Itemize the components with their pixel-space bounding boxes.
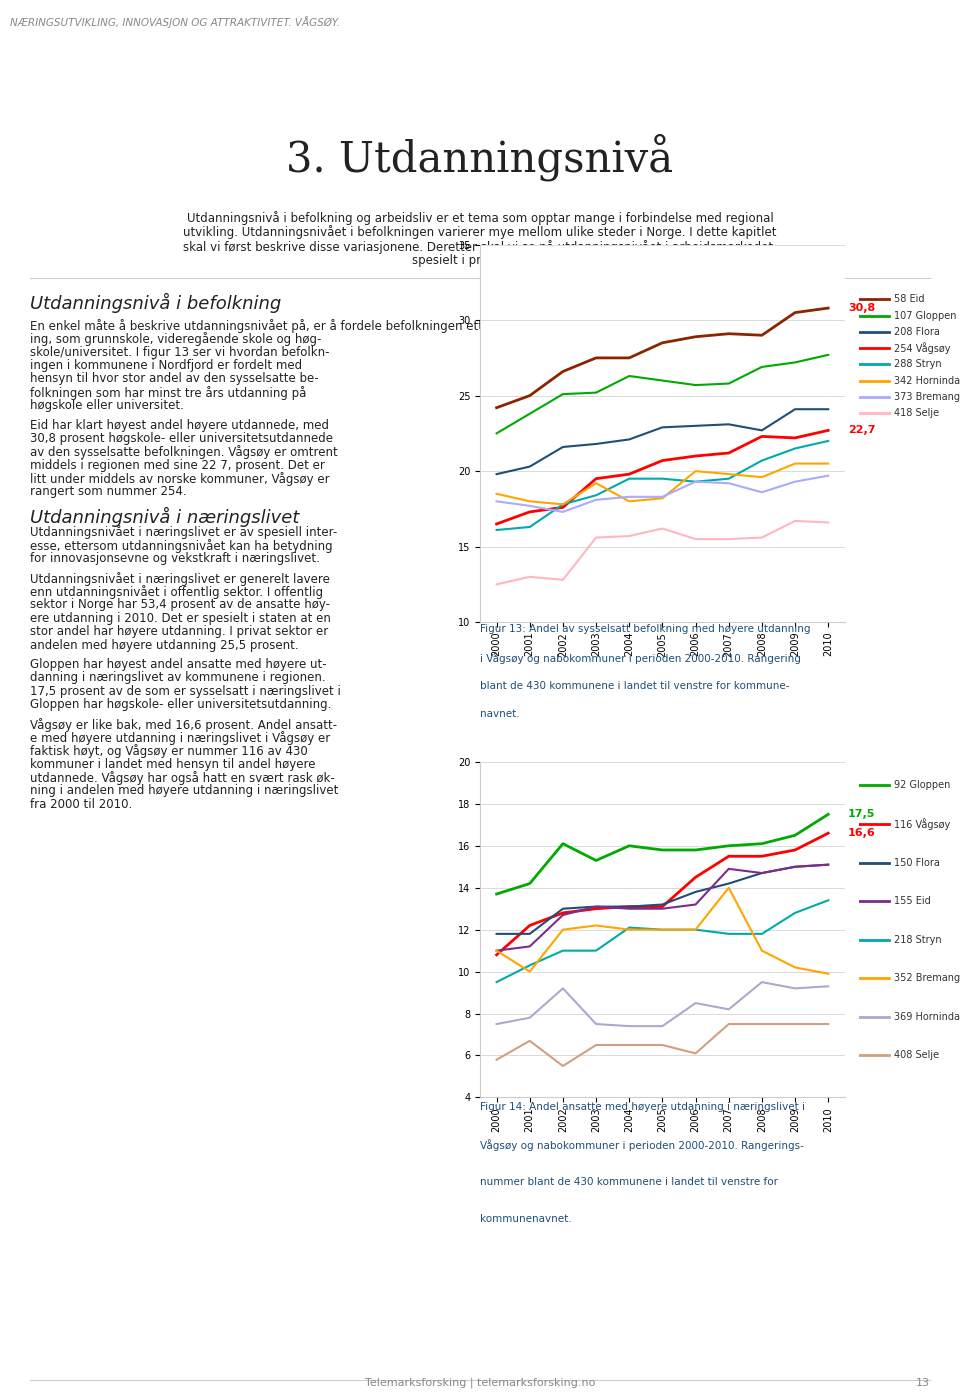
Text: spesielt i privat sektor.: spesielt i privat sektor.	[413, 254, 547, 267]
Text: 150 Flora: 150 Flora	[895, 857, 941, 868]
Text: 16,6: 16,6	[848, 828, 876, 839]
Text: danning i næringslivet av kommunene i regionen.: danning i næringslivet av kommunene i re…	[30, 671, 325, 685]
Text: 288 Stryn: 288 Stryn	[895, 359, 942, 369]
Text: Utdanningsnivå i befolkning og arbeidsliv er et tema som opptar mange i forbinde: Utdanningsnivå i befolkning og arbeidsli…	[186, 211, 774, 225]
Text: Utdanningsnivå i næringslivet: Utdanningsnivå i næringslivet	[30, 507, 300, 527]
Text: ingen i kommunene i Nordfjord er fordelt med: ingen i kommunene i Nordfjord er fordelt…	[30, 359, 302, 372]
Text: Gloppen har høyest andel ansatte med høyere ut-: Gloppen har høyest andel ansatte med høy…	[30, 658, 326, 671]
Text: ere utdanning i 2010. Det er spesielt i staten at en: ere utdanning i 2010. Det er spesielt i …	[30, 612, 331, 625]
Text: 22,7: 22,7	[848, 425, 876, 435]
Text: skole/universitet. I figur 13 ser vi hvordan befolkn-: skole/universitet. I figur 13 ser vi hvo…	[30, 345, 329, 359]
Text: 408 Selje: 408 Selje	[895, 1050, 940, 1061]
Text: fra 2000 til 2010.: fra 2000 til 2010.	[30, 798, 132, 811]
Text: Figur 14: Andel ansatte med høyere utdanning i næringslivet i: Figur 14: Andel ansatte med høyere utdan…	[480, 1102, 805, 1111]
Text: utvikling. Utdanningsnivået i befolkningen varierer mye mellom ulike steder i No: utvikling. Utdanningsnivået i befolkning…	[183, 225, 777, 239]
Text: 155 Eid: 155 Eid	[895, 896, 931, 906]
Text: Gloppen har høgskole- eller universitetsutdanning.: Gloppen har høgskole- eller universitets…	[30, 698, 331, 712]
Text: rangert som nummer 254.: rangert som nummer 254.	[30, 485, 186, 499]
Text: e med høyere utdanning i næringslivet i Vågsøy er: e med høyere utdanning i næringslivet i …	[30, 731, 330, 745]
Text: 30,8: 30,8	[848, 303, 876, 313]
Text: folkningen som har minst tre års utdanning på: folkningen som har minst tre års utdanni…	[30, 386, 306, 400]
Text: blant de 430 kommunene i landet til venstre for kommune-: blant de 430 kommunene i landet til vens…	[480, 681, 789, 691]
Text: Vågsøy og nabokommuner i perioden 2000-2010. Rangerings-: Vågsøy og nabokommuner i perioden 2000-2…	[480, 1139, 804, 1151]
Text: stor andel har høyere utdanning. I privat sektor er: stor andel har høyere utdanning. I priva…	[30, 625, 328, 637]
Text: 418 Selje: 418 Selje	[895, 408, 940, 418]
Text: 13: 13	[916, 1377, 930, 1388]
Text: 17,5: 17,5	[848, 809, 876, 819]
Text: av den sysselsatte befolkningen. Vågsøy er omtrent: av den sysselsatte befolkningen. Vågsøy …	[30, 446, 338, 460]
Text: 3. Utdanningsnivå: 3. Utdanningsnivå	[286, 134, 674, 182]
Text: Figur 13: Andel av sysselsatt befolkning med høyere utdanning: Figur 13: Andel av sysselsatt befolkning…	[480, 624, 810, 633]
Text: 254 Vågsøy: 254 Vågsøy	[895, 343, 951, 354]
Text: 116 Vågsøy: 116 Vågsøy	[895, 818, 950, 830]
Text: for innovasjonsevne og vekstkraft i næringslivet.: for innovasjonsevne og vekstkraft i næri…	[30, 552, 320, 565]
Text: 58 Eid: 58 Eid	[895, 295, 925, 305]
Text: 208 Flora: 208 Flora	[895, 327, 941, 337]
Text: kommunenavnet.: kommunenavnet.	[480, 1215, 571, 1225]
Text: 342 Hornindal: 342 Hornindal	[895, 376, 960, 386]
Text: andelen med høyere utdanning 25,5 prosent.: andelen med høyere utdanning 25,5 prosen…	[30, 639, 299, 651]
Text: 218 Stryn: 218 Stryn	[895, 935, 942, 945]
Text: Utdanningsnivået i næringslivet er av spesiell inter-: Utdanningsnivået i næringslivet er av sp…	[30, 526, 337, 540]
Text: ning i andelen med høyere utdanning i næringslivet: ning i andelen med høyere utdanning i næ…	[30, 784, 338, 797]
Text: enn utdanningsnivået i offentlig sektor. I offentlig: enn utdanningsnivået i offentlig sektor.…	[30, 586, 324, 600]
Text: faktisk høyt, og Vågsøy er nummer 116 av 430: faktisk høyt, og Vågsøy er nummer 116 av…	[30, 744, 308, 758]
Text: 30,8 prosent høgskole- eller universitetsutdannede: 30,8 prosent høgskole- eller universitet…	[30, 432, 333, 445]
Text: hensyn til hvor stor andel av den sysselsatte be-: hensyn til hvor stor andel av den syssel…	[30, 372, 319, 386]
Text: navnet.: navnet.	[480, 710, 519, 720]
Text: nummer blant de 430 kommunene i landet til venstre for: nummer blant de 430 kommunene i landet t…	[480, 1177, 778, 1187]
Text: kommuner i landet med hensyn til andel høyere: kommuner i landet med hensyn til andel h…	[30, 758, 316, 770]
Text: Utdanningsnivået i næringslivet er generelt lavere: Utdanningsnivået i næringslivet er gener…	[30, 572, 330, 586]
Text: 369 Hornindal: 369 Hornindal	[895, 1012, 960, 1022]
Text: 107 Gloppen: 107 Gloppen	[895, 310, 957, 320]
Text: NÆRINGSUTVIKLING, INNOVASJON OG ATTRAKTIVITET. VÅGSØY.: NÆRINGSUTVIKLING, INNOVASJON OG ATTRAKTI…	[10, 17, 340, 28]
Text: ing, som grunnskole, videregående skole og høg-: ing, som grunnskole, videregående skole …	[30, 333, 322, 347]
Text: skal vi først beskrive disse variasjonene. Deretter skal vi se på utdanningsnivå: skal vi først beskrive disse variasjonen…	[183, 240, 777, 254]
Text: 352 Bremanger: 352 Bremanger	[895, 973, 960, 983]
Text: Eid har klart høyest andel høyere utdannede, med: Eid har klart høyest andel høyere utdann…	[30, 418, 329, 432]
Text: sektor i Norge har 53,4 prosent av de ansatte høy-: sektor i Norge har 53,4 prosent av de an…	[30, 598, 330, 611]
Text: litt under middels av norske kommuner, Vågsøy er: litt under middels av norske kommuner, V…	[30, 473, 329, 487]
Text: 373 Bremanger: 373 Bremanger	[895, 391, 960, 401]
Text: utdannede. Vågsøy har også hatt en svært rask øk-: utdannede. Vågsøy har også hatt en svært…	[30, 772, 335, 786]
Text: Vågsøy er like bak, med 16,6 prosent. Andel ansatt-: Vågsøy er like bak, med 16,6 prosent. An…	[30, 717, 337, 731]
Text: Utdanningsnivå i befolkning: Utdanningsnivå i befolkning	[30, 294, 281, 313]
Text: 17,5 prosent av de som er sysselsatt i næringslivet i: 17,5 prosent av de som er sysselsatt i n…	[30, 685, 341, 698]
Text: høgskole eller universitet.: høgskole eller universitet.	[30, 398, 184, 412]
Text: 92 Gloppen: 92 Gloppen	[895, 780, 950, 790]
Text: Telemarksforsking | telemarksforsking.no: Telemarksforsking | telemarksforsking.no	[365, 1377, 595, 1388]
Text: esse, ettersom utdanningsnivået kan ha betydning: esse, ettersom utdanningsnivået kan ha b…	[30, 538, 332, 552]
Text: i Vågsøy og nabokommuner i perioden 2000-2010. Rangering: i Vågsøy og nabokommuner i perioden 2000…	[480, 651, 801, 664]
Text: En enkel måte å beskrive utdanningsnivået på, er å fordele befolkningen etter ul: En enkel måte å beskrive utdanningsnivåe…	[30, 319, 636, 333]
Text: middels i regionen med sine 22 7, prosent. Det er: middels i regionen med sine 22 7, prosen…	[30, 459, 324, 471]
